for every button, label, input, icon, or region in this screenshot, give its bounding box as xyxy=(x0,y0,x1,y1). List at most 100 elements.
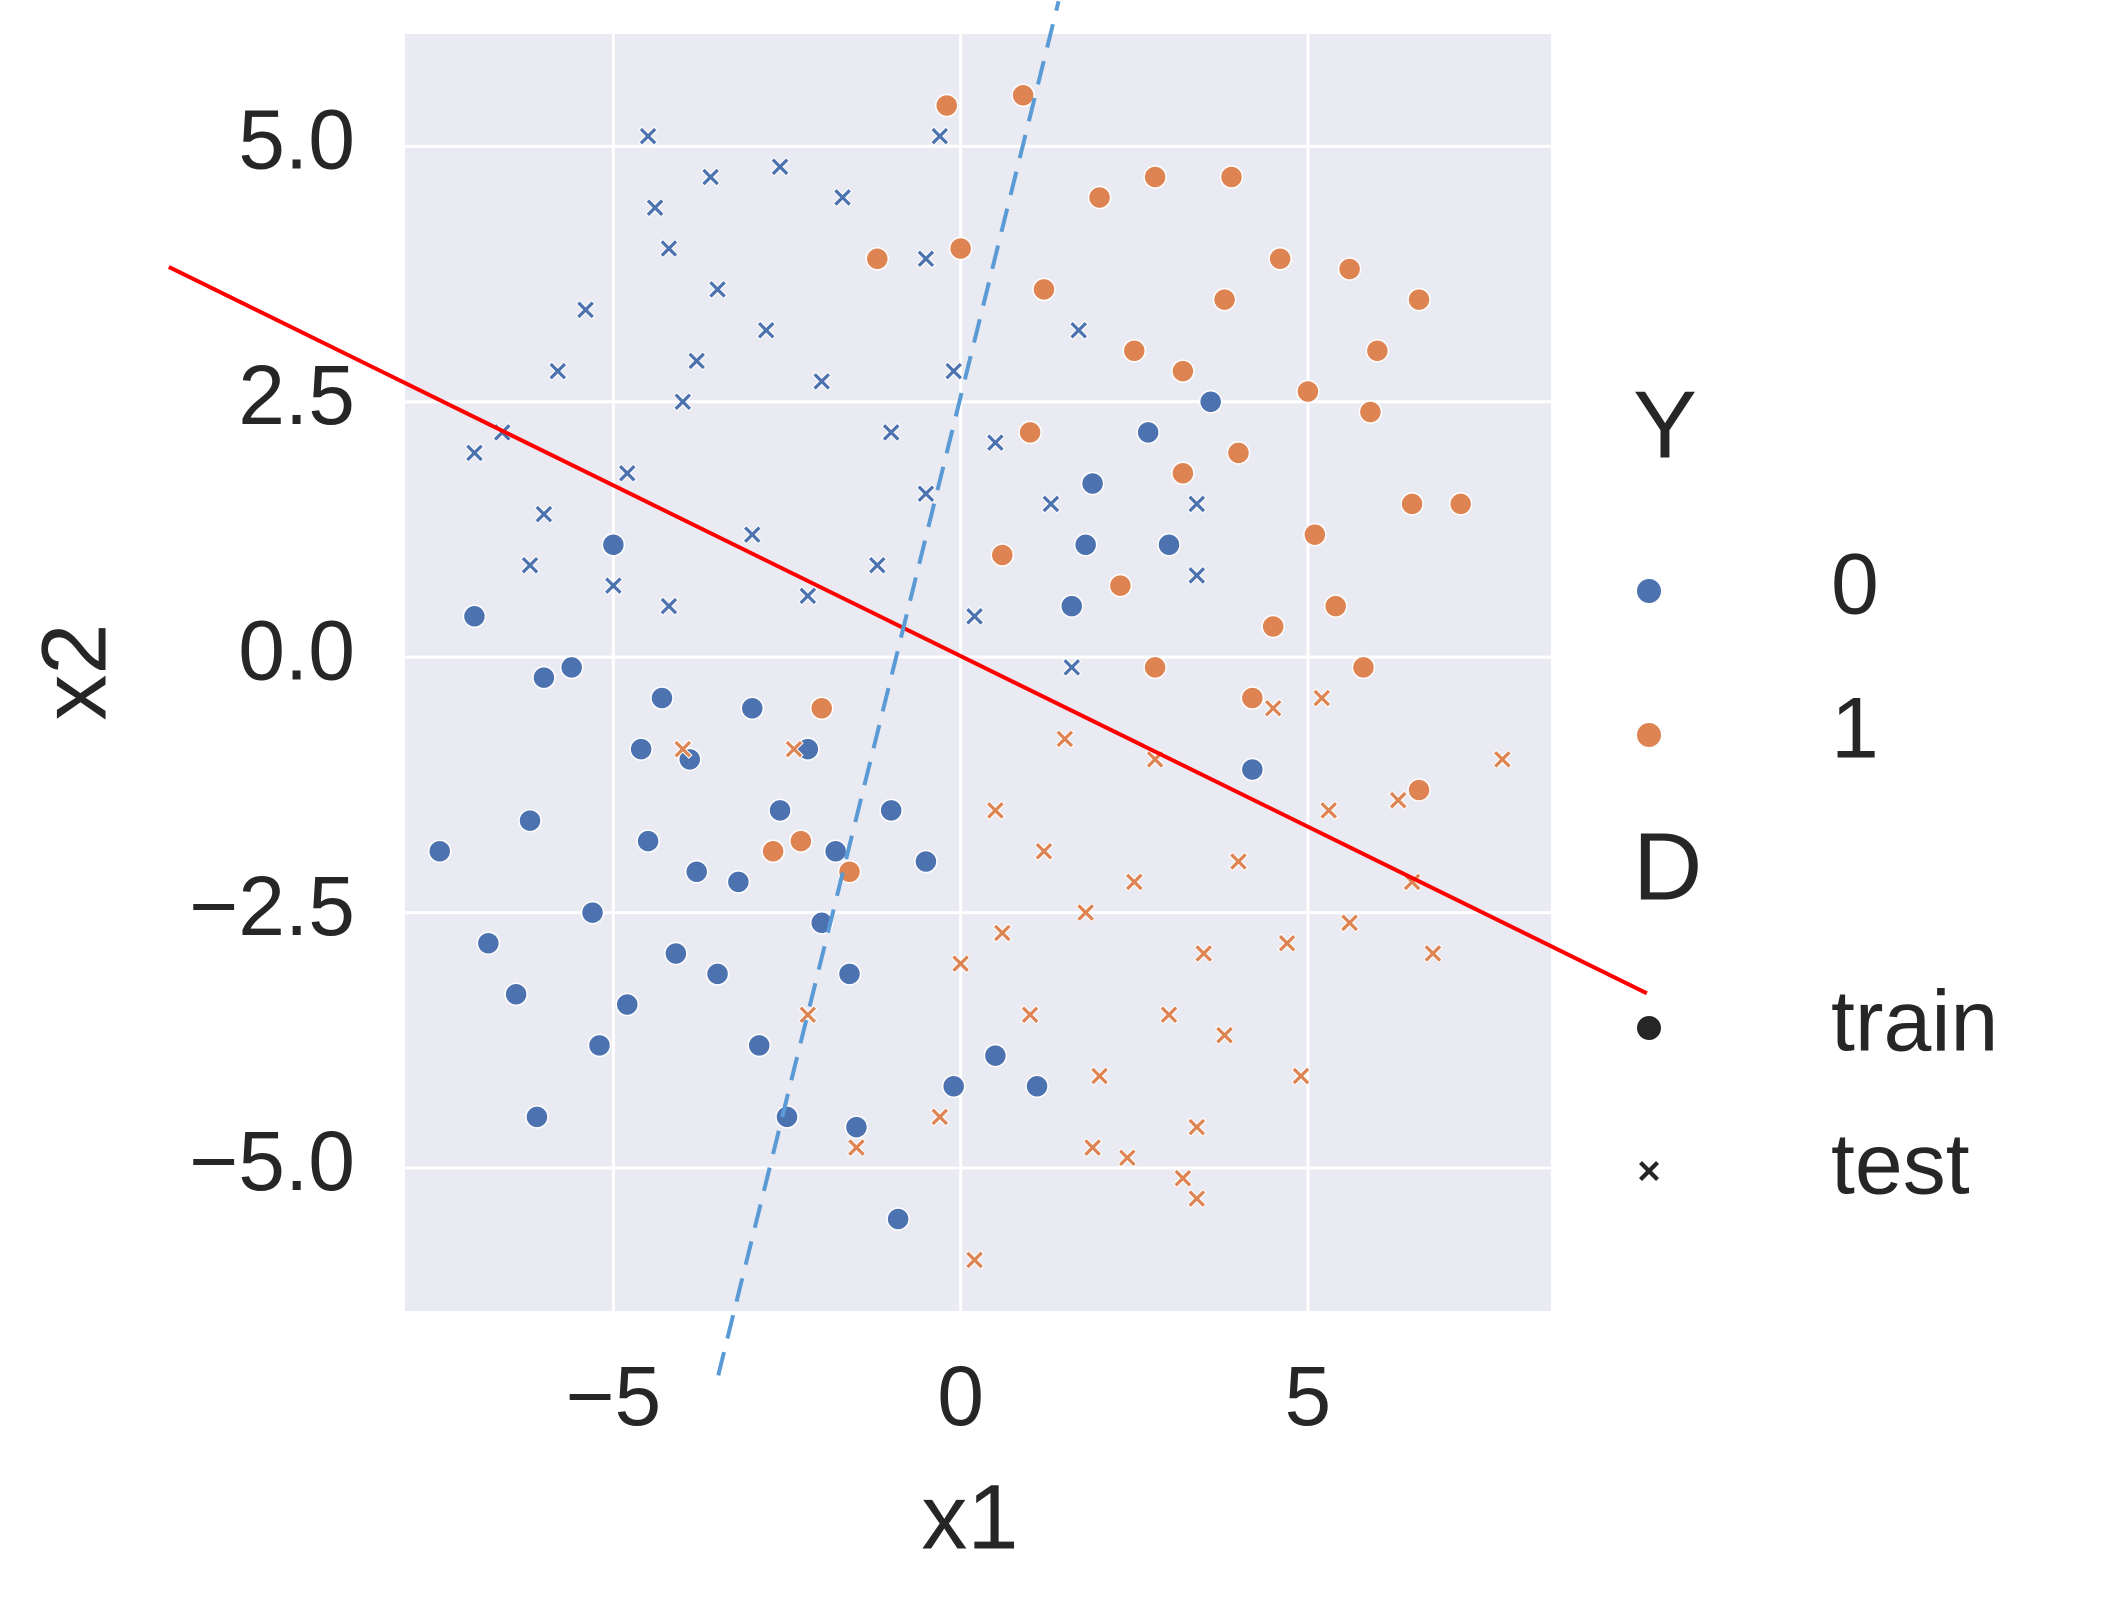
point xyxy=(1323,594,1348,618)
point xyxy=(1075,902,1096,923)
legend-label: 0 xyxy=(1831,537,1879,633)
y-tick-label: −2.5 xyxy=(189,859,355,953)
point xyxy=(809,696,834,721)
point xyxy=(659,596,679,616)
legend-label: test xyxy=(1831,1117,1970,1213)
point xyxy=(1492,749,1513,770)
point xyxy=(617,463,637,483)
point xyxy=(916,249,936,269)
point xyxy=(1448,492,1473,516)
point xyxy=(476,931,501,955)
point xyxy=(950,953,971,974)
point xyxy=(525,1105,549,1129)
point xyxy=(740,696,765,721)
y-tick-label: 5.0 xyxy=(238,93,355,187)
point xyxy=(1226,441,1251,465)
point xyxy=(798,586,818,606)
point xyxy=(992,923,1013,943)
legend-marker xyxy=(1639,1161,1659,1181)
point xyxy=(462,604,487,629)
point xyxy=(916,484,936,504)
point xyxy=(846,1137,867,1158)
point xyxy=(1228,851,1249,872)
point xyxy=(1187,565,1207,586)
point xyxy=(518,808,542,833)
point xyxy=(1087,185,1112,210)
point xyxy=(1159,1005,1179,1025)
point xyxy=(1400,492,1424,516)
point xyxy=(532,665,556,690)
point xyxy=(1032,277,1056,302)
point xyxy=(1198,390,1223,414)
legend-marker xyxy=(1637,1016,1661,1040)
point xyxy=(948,236,973,261)
point xyxy=(930,1107,950,1127)
point xyxy=(559,655,584,680)
point xyxy=(964,606,985,627)
point xyxy=(1263,698,1283,718)
point xyxy=(673,739,693,759)
point xyxy=(1187,1117,1207,1137)
point xyxy=(615,992,640,1017)
point xyxy=(879,798,903,823)
point xyxy=(1388,790,1408,810)
point xyxy=(823,839,848,864)
point xyxy=(684,859,709,884)
point xyxy=(1020,1005,1040,1025)
point xyxy=(645,197,665,218)
point xyxy=(837,859,862,884)
point xyxy=(844,1115,869,1139)
point xyxy=(1339,913,1360,933)
point xyxy=(1240,757,1265,782)
point xyxy=(798,1005,818,1025)
legend-title: Y xyxy=(1633,371,1697,478)
point xyxy=(707,279,728,300)
point xyxy=(1018,420,1042,445)
x-tick-label: 5 xyxy=(1285,1349,1332,1443)
point xyxy=(1240,686,1265,710)
point xyxy=(1187,1188,1207,1209)
point xyxy=(1143,165,1167,189)
point xyxy=(504,982,528,1007)
point xyxy=(1291,1066,1311,1086)
legend-marker xyxy=(1637,723,1661,747)
x-tick-label: −5 xyxy=(565,1349,661,1443)
point xyxy=(812,371,832,392)
point xyxy=(1025,1074,1049,1098)
point xyxy=(865,247,890,271)
y-axis-label: x2 xyxy=(23,623,125,720)
point xyxy=(1089,1066,1110,1086)
point xyxy=(1358,400,1383,424)
point xyxy=(601,533,626,557)
point xyxy=(1082,1137,1103,1158)
point xyxy=(636,829,660,853)
point xyxy=(575,300,596,320)
point xyxy=(964,1250,985,1270)
point xyxy=(789,829,813,853)
point xyxy=(1122,338,1147,363)
point xyxy=(934,93,959,118)
point xyxy=(941,1074,966,1098)
point xyxy=(687,351,707,371)
line xyxy=(167,265,1648,996)
point xyxy=(1060,594,1084,618)
point xyxy=(1337,257,1362,281)
point xyxy=(700,167,721,187)
legend-title: D xyxy=(1633,813,1702,920)
point xyxy=(1365,338,1390,363)
point xyxy=(985,432,1006,453)
point xyxy=(629,737,653,761)
legend-marker xyxy=(1637,579,1661,603)
point xyxy=(673,392,693,412)
point xyxy=(742,524,762,545)
point xyxy=(1303,522,1327,547)
point xyxy=(427,839,452,864)
point xyxy=(603,575,624,596)
point xyxy=(914,849,938,874)
point xyxy=(770,157,790,177)
point xyxy=(1117,1148,1138,1168)
point xyxy=(867,555,887,575)
point xyxy=(1219,165,1244,189)
point xyxy=(1171,461,1195,486)
